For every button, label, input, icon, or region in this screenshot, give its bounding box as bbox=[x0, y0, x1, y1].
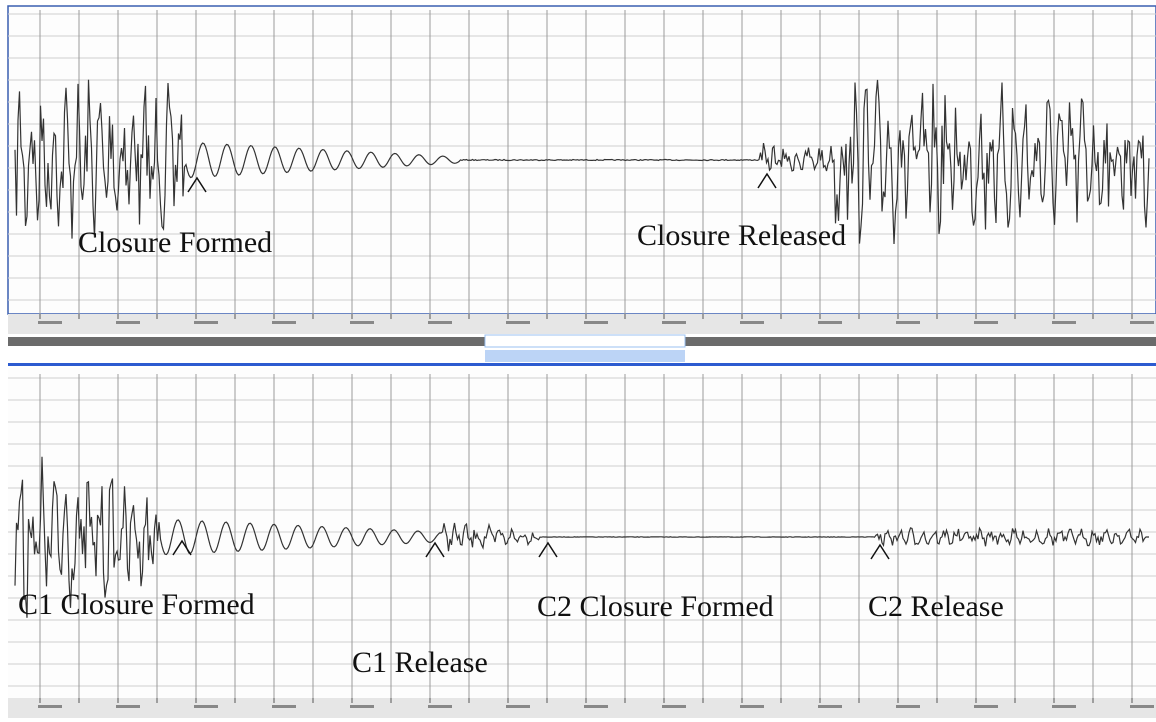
bottom-time-axis bbox=[8, 698, 1156, 718]
annotation: Closure Released bbox=[637, 219, 846, 252]
annotation: C2 Closure Formed bbox=[537, 590, 774, 623]
tick-label-block bbox=[272, 321, 296, 324]
panel-divider bbox=[8, 363, 1156, 366]
tick-label-block bbox=[194, 321, 218, 324]
tick-label-block bbox=[38, 321, 62, 324]
tick-label-block bbox=[194, 705, 218, 708]
tick-label-block bbox=[740, 705, 764, 708]
top-time-axis bbox=[8, 314, 1156, 334]
top-panel: Closure Formed Closure Released bbox=[7, 5, 1156, 366]
tick-label-block bbox=[506, 321, 530, 324]
caret bbox=[870, 543, 890, 560]
tick-label-block bbox=[350, 321, 374, 324]
caret bbox=[187, 176, 207, 193]
caret bbox=[538, 541, 558, 558]
scroll-thumb[interactable] bbox=[484, 334, 686, 348]
caret bbox=[172, 539, 192, 556]
tick-label-block bbox=[506, 705, 530, 708]
tick-label-block bbox=[1052, 705, 1076, 708]
caret bbox=[757, 172, 777, 189]
bottom-time-ticks bbox=[38, 698, 1154, 708]
top-waveform bbox=[14, 79, 1150, 245]
tick-label-block bbox=[1052, 321, 1076, 324]
tick-label-block bbox=[818, 705, 842, 708]
tick-label-block bbox=[896, 705, 920, 708]
bottom-waveform bbox=[14, 456, 1149, 618]
tick-label-block bbox=[584, 705, 608, 708]
caret bbox=[425, 541, 445, 558]
bottom-plot-area bbox=[8, 368, 1156, 698]
top-grid bbox=[8, 10, 1156, 314]
annotation: Closure Formed bbox=[78, 226, 272, 259]
tick-label-block bbox=[428, 321, 452, 324]
annotation: C2 Release bbox=[868, 590, 1004, 623]
tick-label-block bbox=[350, 705, 374, 708]
bottom-grid bbox=[8, 374, 1156, 698]
tick-label-block bbox=[896, 321, 920, 324]
tick-label-block bbox=[1130, 321, 1154, 324]
tick-label-block bbox=[584, 321, 608, 324]
annotation: C1 Release bbox=[352, 646, 488, 679]
bottom-panel: C1 Closure Formed C1 Release C2 Closure … bbox=[8, 368, 1156, 718]
selection-bar bbox=[485, 350, 685, 362]
tick-label-block bbox=[38, 705, 62, 708]
tick-label-block bbox=[662, 705, 686, 708]
tick-label-block bbox=[740, 321, 764, 324]
tick-label-block bbox=[116, 705, 140, 708]
tick-label-block bbox=[272, 705, 296, 708]
tick-label-block bbox=[974, 321, 998, 324]
tick-label-block bbox=[428, 705, 452, 708]
tick-label-block bbox=[974, 705, 998, 708]
tick-label-block bbox=[116, 321, 140, 324]
tick-label-block bbox=[662, 321, 686, 324]
top-time-ticks bbox=[38, 314, 1154, 324]
tick-label-block bbox=[818, 321, 842, 324]
annotation: C1 Closure Formed bbox=[18, 588, 255, 621]
tick-label-block bbox=[1130, 705, 1154, 708]
